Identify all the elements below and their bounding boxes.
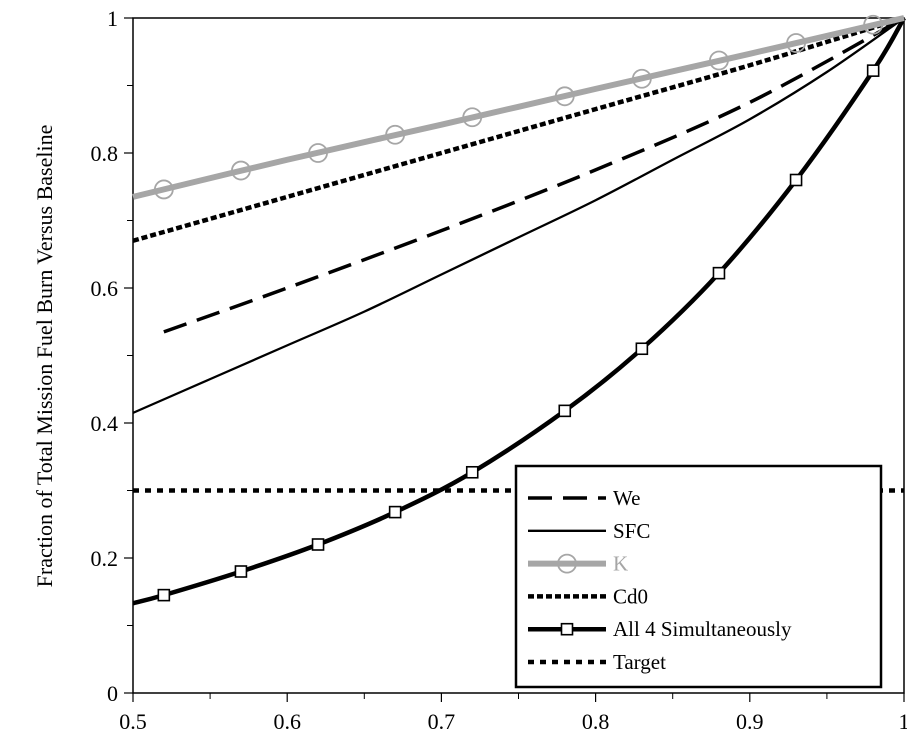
legend-label: We — [613, 486, 640, 510]
x-tick-label: 0.9 — [736, 709, 764, 734]
series-line — [163, 16, 905, 334]
legend-label: K — [613, 552, 628, 576]
data-point — [311, 538, 325, 551]
data-point — [388, 505, 402, 519]
y-tick-label: 0.4 — [91, 411, 119, 436]
data-point — [863, 14, 884, 35]
y-tick-label: 0.6 — [91, 276, 119, 301]
legend-marker — [557, 553, 577, 574]
data-point — [789, 173, 803, 187]
data-point — [866, 64, 880, 77]
legend-box — [514, 464, 883, 689]
axes: 0.5 0.6 0.7 0.8 0.9 1 0 0.2 0.4 0.6 0.8 1 — [91, 6, 907, 734]
data-point — [558, 404, 572, 418]
legend-label: Cd0 — [613, 584, 648, 608]
legend-label: SFC — [613, 519, 650, 543]
data-point — [465, 465, 479, 479]
data-point — [709, 50, 729, 71]
x-tick-label: 0.6 — [273, 709, 301, 734]
data-point — [462, 107, 483, 128]
y-tick-label: 0.8 — [91, 141, 119, 166]
y-tick-label: 0.2 — [91, 546, 119, 571]
data-point — [308, 143, 328, 163]
data-point — [234, 565, 248, 578]
data-point — [554, 86, 575, 107]
x-tick-label: 0.5 — [119, 709, 147, 734]
x-tick-label: 0.7 — [428, 709, 456, 734]
data-point — [786, 33, 806, 53]
data-point — [231, 160, 251, 181]
legend: We SFC K Cd0 All 4 Simultaneously Target — [514, 464, 883, 689]
data-point — [631, 68, 652, 89]
series-k — [132, 14, 905, 200]
series-line — [132, 15, 905, 243]
series-cd0 — [132, 15, 905, 243]
series-all-4-simultaneously — [132, 16, 906, 606]
x-tick-label: 1 — [899, 709, 907, 734]
data-point — [153, 179, 174, 200]
legend-marker — [560, 622, 574, 636]
data-point — [157, 588, 171, 602]
series-we — [163, 16, 905, 334]
y-tick-label: 1 — [107, 6, 118, 31]
data-point — [635, 342, 649, 356]
legend-label: Target — [613, 650, 666, 674]
series-sfc — [132, 17, 905, 414]
data-point — [712, 266, 726, 280]
series-line — [132, 15, 905, 200]
y-axis-title: Fraction of Total Mission Fuel Burn Vers… — [32, 125, 57, 588]
x-tick-label: 0.8 — [582, 709, 610, 734]
data-point — [385, 124, 406, 145]
legend-label: All 4 Simultaneously — [613, 617, 792, 641]
series-line — [132, 17, 905, 414]
y-tick-label: 0 — [107, 681, 118, 706]
